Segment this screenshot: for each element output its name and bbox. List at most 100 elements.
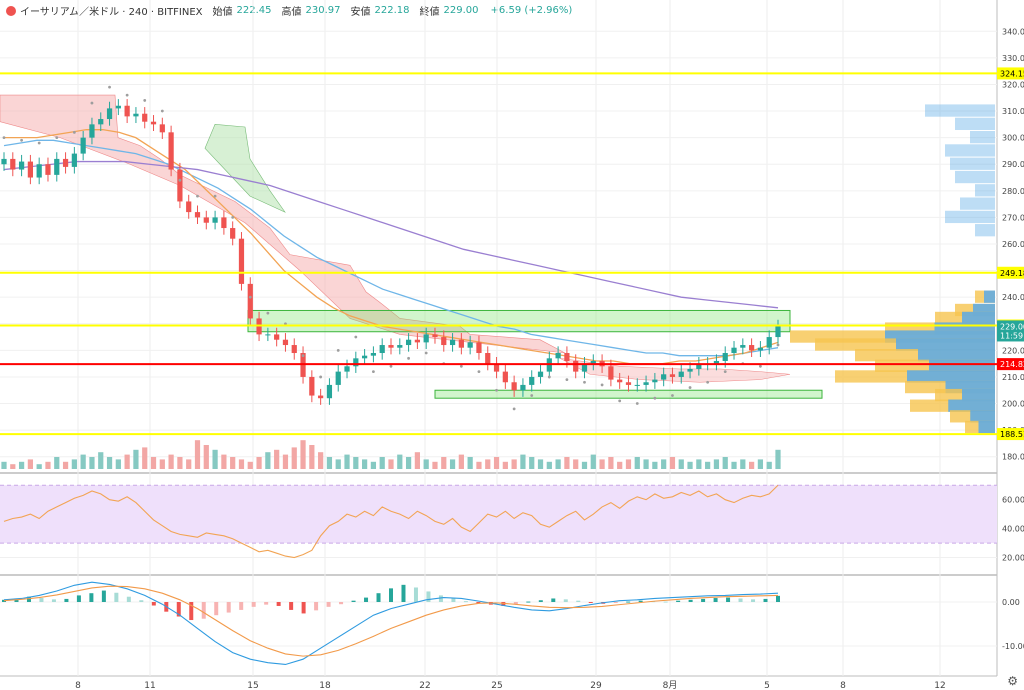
volume-bar	[256, 457, 262, 469]
volume-bar	[168, 454, 174, 469]
moving-average-line-blue	[3, 139, 779, 357]
volume-bar	[379, 457, 385, 469]
macd-histogram-bar	[264, 602, 269, 605]
candle-body	[54, 158, 60, 175]
candle-body	[467, 342, 473, 348]
low-value: 222.18	[374, 5, 410, 16]
volume-bar	[71, 459, 77, 469]
volume-profile-bar	[948, 399, 995, 412]
candle-body	[511, 382, 517, 391]
price-level-tag-label: 324.15	[1000, 69, 1024, 78]
macd-histogram-bar	[2, 599, 6, 602]
volume-bar	[511, 459, 517, 469]
ichimoku-cloud-bullish	[204, 124, 286, 213]
candle-body	[362, 355, 368, 359]
volume-bar	[458, 454, 464, 469]
volume-profile-bar	[950, 157, 995, 170]
candle-body	[309, 376, 315, 396]
ichimoku-cloud-bearish	[559, 358, 791, 383]
candle-body	[238, 238, 245, 284]
candle-body	[62, 158, 69, 167]
candle-body	[124, 105, 130, 117]
volume-bar	[634, 457, 640, 469]
macd-histogram-bar	[563, 599, 568, 602]
x-tick-label: 29	[590, 681, 602, 690]
y-tick-label: 270.00	[1002, 213, 1024, 222]
volume-profile-bar	[970, 410, 995, 423]
volume-bar	[291, 447, 297, 469]
close-value: 229.00	[443, 5, 479, 16]
symbol-label[interactable]: イーサリアム／米ドル · 240 · BITFINEX	[20, 7, 203, 18]
volume-bar	[326, 457, 333, 469]
parabolic-sar-dot	[20, 138, 23, 142]
macd-tick-label: -10.00	[1002, 642, 1024, 651]
rsi-tick-label: 40.00	[1002, 525, 1024, 534]
symbol-icon	[6, 5, 16, 16]
macd-histogram-bar	[463, 601, 468, 603]
volume-bar	[529, 457, 535, 469]
candle-body	[10, 158, 16, 170]
volume-profile-bar	[896, 338, 995, 351]
candle-body	[353, 358, 359, 367]
price-level-tag	[997, 428, 1024, 441]
volume-bar	[608, 457, 614, 469]
volume-bar	[625, 459, 632, 469]
support-resistance-zone	[247, 309, 791, 333]
volume-bar	[282, 454, 289, 469]
parabolic-sar-dot	[248, 295, 252, 299]
candle-body	[581, 363, 588, 372]
parabolic-sar-dot	[90, 101, 94, 105]
macd-histogram-bar	[239, 602, 244, 610]
volume-bar	[502, 461, 508, 469]
volume-bar	[599, 459, 605, 469]
macd-histogram-bar	[576, 600, 581, 602]
volume-bar	[581, 461, 588, 469]
volume-bar	[133, 449, 139, 469]
price-level-tag	[997, 266, 1024, 279]
macd-histogram-bar	[713, 598, 718, 602]
candle-body	[414, 339, 420, 343]
macd-histogram-bar	[613, 602, 618, 603]
volume-bar	[274, 449, 280, 469]
parabolic-sar-dot	[354, 335, 358, 339]
settings-gear-icon[interactable]: ⚙	[1007, 674, 1018, 688]
parabolic-sar-dot	[706, 380, 710, 384]
chart-legend: イーサリアム／米ドル · 240 · BITFINEX 始値 222.45 高値 2…	[6, 3, 572, 18]
parabolic-sar-dot	[108, 85, 111, 89]
macd-histogram-bar	[39, 598, 44, 602]
price-level-tag	[997, 358, 1024, 371]
candle-body	[405, 339, 412, 346]
candle-body	[106, 108, 113, 120]
macd-tick-label: 0.00	[1002, 598, 1020, 607]
macd-histogram-bar	[251, 602, 256, 607]
volume-bar	[89, 457, 95, 469]
macd-histogram-bar	[763, 598, 768, 602]
volume-bar	[124, 454, 130, 469]
volume-bar	[520, 454, 526, 469]
y-tick-label: 200.00	[1002, 400, 1024, 409]
candle-body	[441, 337, 447, 346]
volume-profile-bar	[960, 197, 995, 210]
high-label: 高値	[281, 7, 302, 18]
parabolic-sar-dot	[284, 322, 287, 326]
open-label: 始値	[212, 7, 233, 18]
volume-profile-bar	[975, 184, 995, 197]
parabolic-sar-dot	[266, 311, 270, 315]
candle-body	[617, 379, 623, 383]
x-tick-label: 8	[75, 681, 81, 690]
candle-body	[502, 371, 508, 383]
volume-bar	[62, 461, 69, 469]
parabolic-sar-dot	[336, 348, 340, 352]
open-value: 222.45	[236, 5, 272, 16]
x-tick-label: 8月	[663, 680, 678, 690]
macd-histogram-bar	[139, 600, 144, 602]
candle-body	[326, 384, 333, 399]
macd-histogram-bar	[226, 602, 231, 613]
volume-bar	[661, 459, 667, 469]
y-tick-label: 300.00	[1002, 134, 1024, 143]
volume-bar	[590, 454, 596, 469]
volume-profile-bar	[962, 388, 995, 402]
candle-body	[537, 371, 544, 377]
volume-bar	[485, 459, 491, 469]
